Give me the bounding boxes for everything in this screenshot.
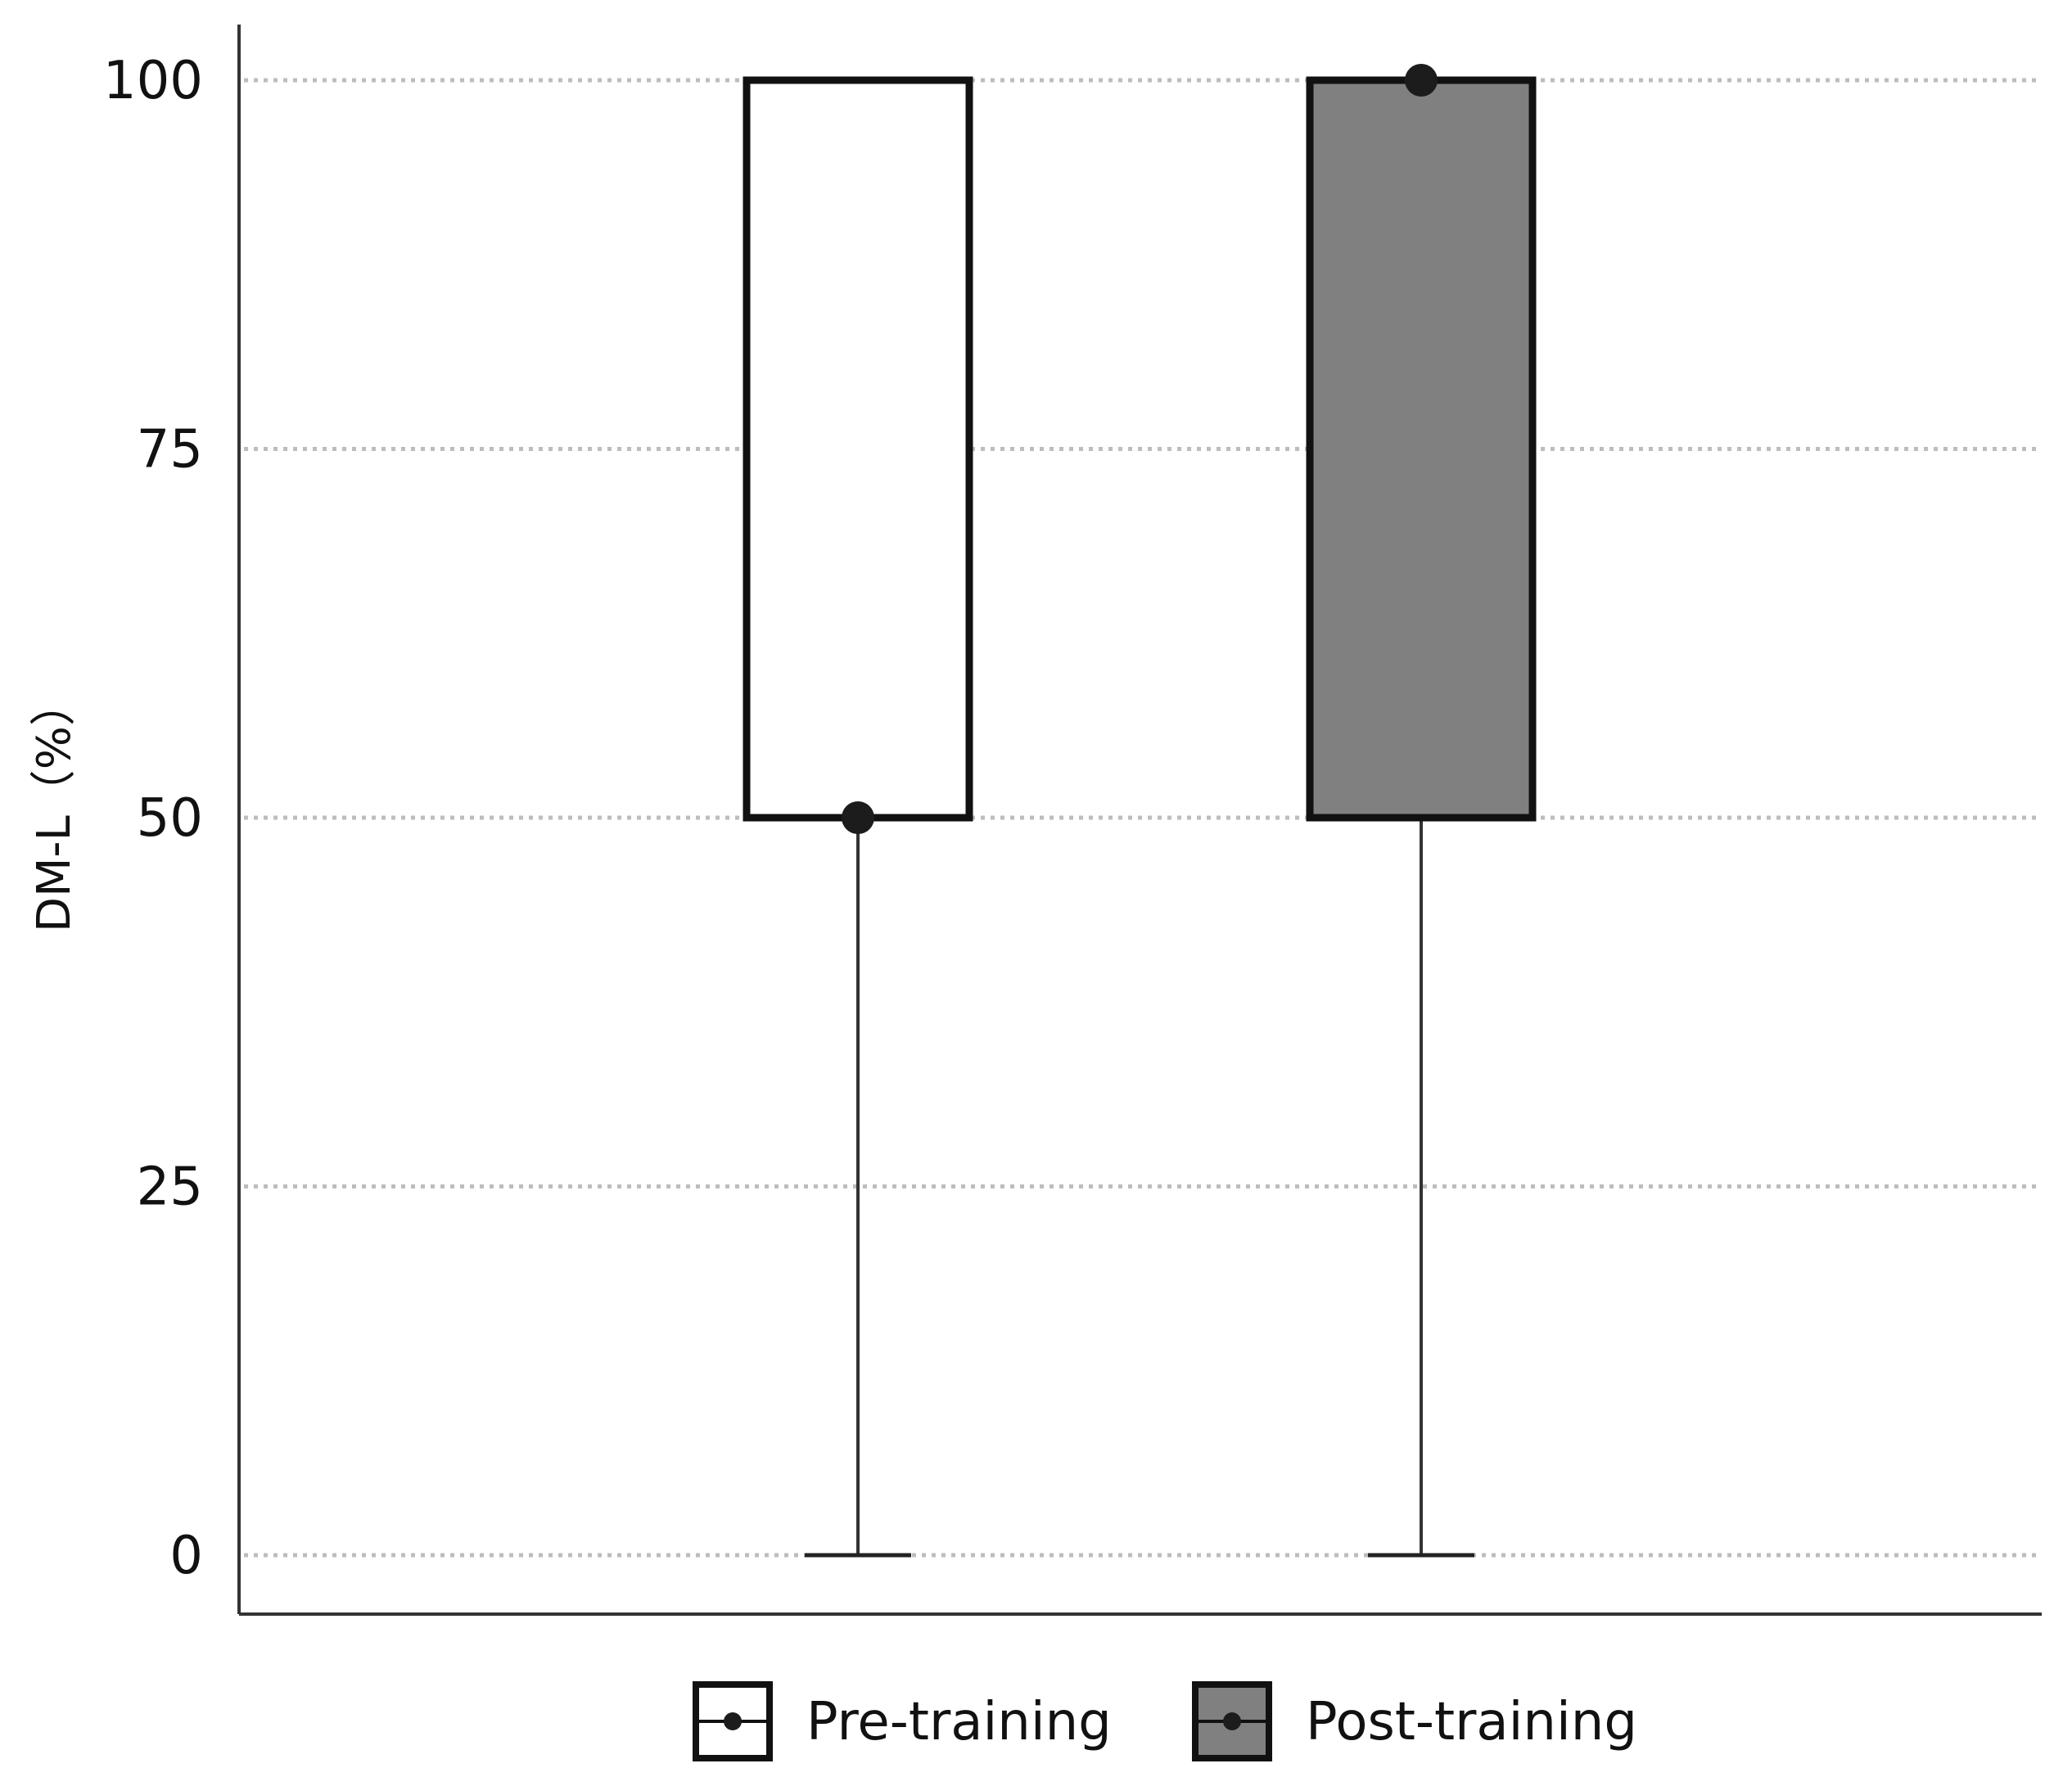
median-point-pre-training — [842, 801, 874, 834]
y-tick-label-25: 25 — [137, 1157, 203, 1218]
legend: Pre-training Post-training — [693, 1681, 1637, 1761]
axes — [237, 25, 2042, 1616]
box-pre-training — [743, 76, 973, 1558]
y-tick-label-0: 0 — [169, 1526, 203, 1586]
median-point-post-training — [1405, 64, 1438, 97]
legend-item-pre-training: Pre-training — [693, 1681, 1112, 1761]
y-axis-label: DM-L（%） — [28, 680, 81, 932]
y-tick-label-75: 75 — [137, 420, 203, 480]
legend-item-post-training: Post-training — [1192, 1681, 1637, 1761]
boxes — [743, 64, 1537, 1558]
box-rect-post-training — [1306, 76, 1537, 822]
y-tick-label-100: 100 — [103, 51, 203, 111]
legend-label-pre-training: Pre-training — [806, 1692, 1112, 1752]
legend-swatch-dot-pre-training — [724, 1712, 742, 1730]
y-tick-label-50: 50 — [137, 788, 203, 849]
legend-label-post-training: Post-training — [1306, 1692, 1637, 1752]
gridlines — [244, 78, 2042, 1558]
y-tick-labels: 0 25 50 75 100 — [103, 51, 203, 1586]
box-post-training — [1306, 64, 1537, 1558]
box-rect-pre-training — [743, 76, 973, 822]
legend-swatch-dot-post-training — [1223, 1712, 1241, 1730]
